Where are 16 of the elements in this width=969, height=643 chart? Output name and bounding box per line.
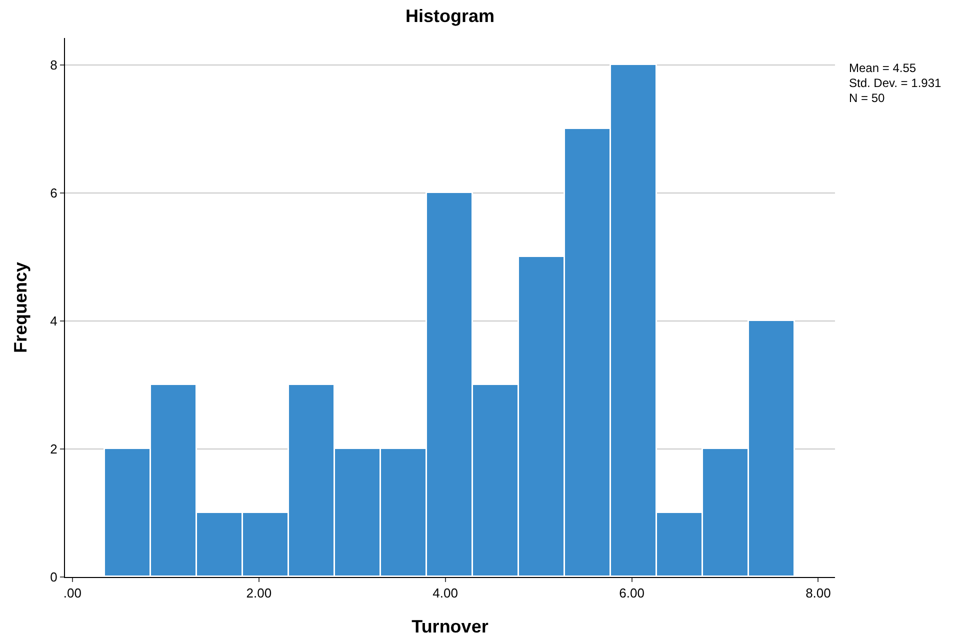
text: Std. Dev. = 1.931 <box>849 76 942 90</box>
x-tick-label: .00 <box>63 586 82 601</box>
x-tick-label: 4.00 <box>432 586 458 601</box>
text: Mean = 4.55 <box>849 61 916 75</box>
y-tick-label: 6 <box>50 185 58 200</box>
y-tick-label: 2 <box>50 442 58 457</box>
y-tick-label: 4 <box>50 313 58 328</box>
y-tick-label: 8 <box>50 57 58 72</box>
y-axis-title: Frequency <box>10 262 30 354</box>
x-tick-label: 2.00 <box>246 586 272 601</box>
x-axis-title: Turnover <box>412 616 488 637</box>
chart-title: Histogram <box>405 6 495 26</box>
x-tick-label: 8.00 <box>806 586 831 601</box>
y-tick-label: 0 <box>50 570 58 585</box>
x-tick-label: 6.00 <box>619 586 644 601</box>
text: N = 50 <box>849 91 886 105</box>
